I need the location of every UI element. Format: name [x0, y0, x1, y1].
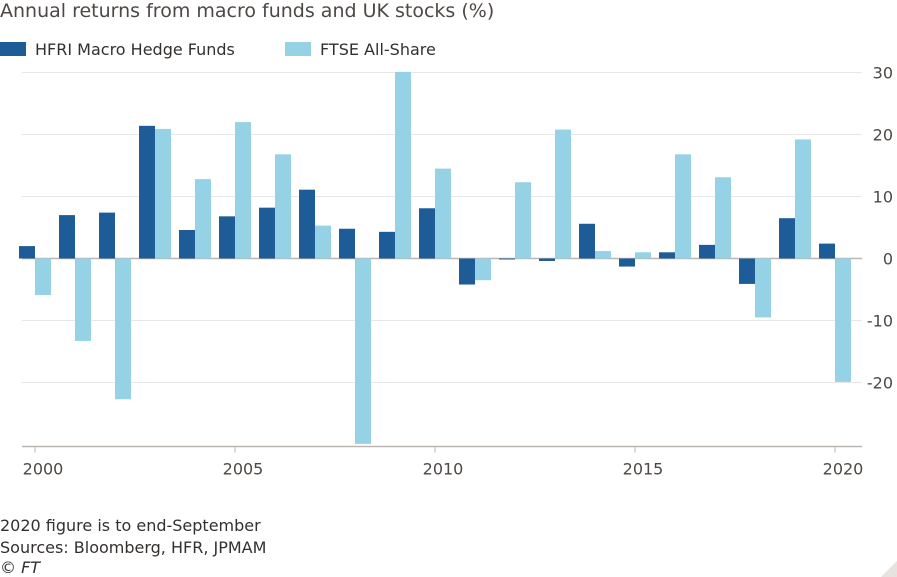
bar-hfri-2000 — [19, 246, 35, 259]
bar-ftse-2018 — [755, 258, 771, 318]
legend-swatch-ftse — [285, 42, 311, 56]
bar-hfri-2013 — [539, 258, 555, 261]
bar-ftse-2005 — [235, 122, 251, 259]
bar-ftse-2017 — [715, 177, 731, 259]
bar-hfri-2001 — [59, 215, 75, 259]
bar-ftse-2019 — [795, 139, 811, 259]
y-tick-label: 0 — [883, 250, 893, 269]
bar-hfri-2006 — [259, 207, 275, 259]
bar-ftse-2013 — [555, 129, 571, 259]
bar-ftse-2001 — [75, 258, 91, 341]
bar-hfri-2018 — [739, 258, 755, 284]
bar-ftse-2020 — [835, 258, 851, 382]
bar-ftse-2014 — [595, 251, 611, 259]
bar-ftse-2016 — [675, 154, 691, 259]
bar-ftse-2011 — [475, 258, 491, 281]
bar-ftse-2003 — [155, 128, 171, 259]
bar-hfri-2020 — [819, 243, 835, 259]
bar-hfri-2014 — [579, 223, 595, 259]
bar-hfri-2005 — [219, 216, 235, 259]
bar-hfri-2019 — [779, 218, 795, 259]
x-tick-label: 2010 — [423, 460, 464, 479]
legend-swatch-hfri — [0, 42, 26, 56]
footnote-note: 2020 figure is to end-September — [0, 516, 261, 535]
bar-hfri-2017 — [699, 244, 715, 259]
y-tick-label: 20 — [873, 126, 893, 145]
bar-ftse-2007 — [315, 225, 331, 259]
x-tick-label: 2020 — [823, 460, 864, 479]
bar-hfri-2003 — [139, 125, 155, 259]
bar-hfri-2009 — [379, 231, 395, 259]
y-tick-label: 10 — [873, 188, 893, 207]
bar-hfri-2008 — [339, 228, 355, 259]
bar-hfri-2004 — [179, 229, 195, 259]
bar-ftse-2004 — [195, 179, 211, 259]
x-tick-label: 2015 — [623, 460, 664, 479]
bar-hfri-2015 — [619, 258, 635, 267]
bar-ftse-2015 — [635, 252, 651, 259]
bar-ftse-2000 — [35, 258, 51, 296]
bar-ftse-2010 — [435, 168, 451, 259]
x-tick-label: 2000 — [23, 460, 64, 479]
legend-label-hfri: HFRI Macro Hedge Funds — [35, 39, 235, 59]
legend-label-ftse: FTSE All-Share — [320, 39, 436, 59]
legend-item-ftse: FTSE All-Share — [285, 38, 436, 60]
bar-hfri-2011 — [459, 258, 475, 285]
corner-decoration — [881, 561, 897, 577]
bar-ftse-2008 — [355, 258, 371, 444]
y-tick-label: 30 — [873, 64, 893, 83]
bar-hfri-2002 — [99, 212, 115, 259]
bar-ftse-2012 — [515, 182, 531, 259]
y-tick-label: -10 — [867, 312, 893, 331]
footnote-sources: Sources: Bloomberg, HFR, JPMAM — [0, 538, 267, 557]
legend: HFRI Macro Hedge Funds FTSE All-Share — [0, 38, 600, 60]
bar-hfri-2016 — [659, 252, 675, 259]
x-tick-label: 2005 — [223, 460, 264, 479]
bar-hfri-2012 — [499, 258, 515, 260]
legend-item-hfri: HFRI Macro Hedge Funds — [0, 38, 235, 60]
chart-title: Annual returns from macro funds and UK s… — [0, 0, 495, 22]
bar-ftse-2006 — [275, 154, 291, 259]
bar-hfri-2010 — [419, 208, 435, 259]
ft-credit: © FT — [0, 558, 41, 577]
bar-ftse-2002 — [115, 258, 131, 400]
bar-ftse-2009 — [395, 71, 411, 259]
y-tick-label: -20 — [867, 374, 893, 393]
bar-hfri-2007 — [299, 189, 315, 259]
